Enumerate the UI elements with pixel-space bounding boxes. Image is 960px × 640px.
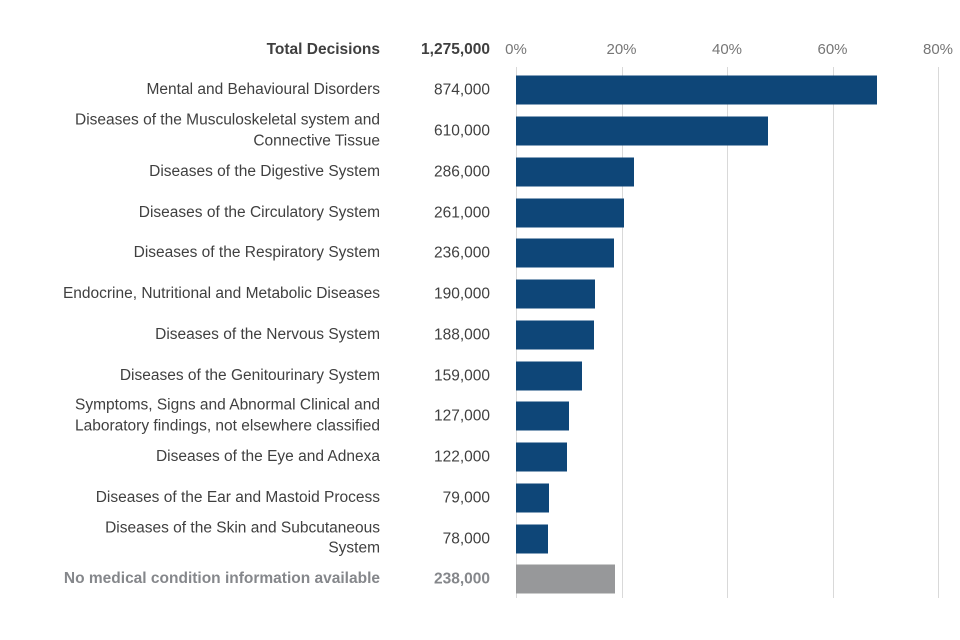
chart-row: Diseases of the Skin and Subcutaneous Sy… — [0, 518, 960, 559]
row-label: Diseases of the Respiratory System — [133, 244, 380, 262]
bar — [516, 564, 615, 594]
chart-row: Diseases of the Digestive System 286,000 — [0, 152, 960, 193]
chart-row: Diseases of the Circulatory System 261,0… — [0, 192, 960, 233]
row-label: Diseases of the Eye and Adnexa — [155, 447, 380, 465]
row-plot-area — [516, 396, 938, 437]
x-axis-tick: 80% — [922, 41, 954, 58]
row-plot-area — [516, 152, 938, 193]
row-label: Diseases of the Nervous System — [155, 325, 380, 343]
gridline — [621, 67, 623, 598]
row-value: 261,000 — [433, 204, 490, 222]
row-value: 286,000 — [433, 163, 490, 181]
bar — [516, 198, 625, 228]
row-value: 127,000 — [433, 407, 490, 425]
row-plot-area — [516, 70, 938, 111]
row-plot-area — [516, 437, 938, 478]
chart-row: Diseases of the Genitourinary System 159… — [0, 355, 960, 396]
gridline — [727, 67, 728, 598]
row-plot-area — [516, 478, 938, 519]
row-label: No medical condition information availab… — [63, 570, 380, 588]
row-label: Diseases of the Musculoskeletal system a… — [75, 111, 380, 150]
row-plot-area — [516, 111, 938, 152]
bar — [516, 320, 594, 350]
bar — [516, 524, 549, 554]
bar — [516, 442, 567, 472]
row-plot-area — [516, 192, 938, 233]
x-axis: 0% 20% 40% 60% 80% — [505, 0, 953, 60]
row-value: 238,000 — [433, 570, 490, 588]
gridline — [938, 67, 939, 598]
chart-row: Mental and Behavioural Disorders 874,000 — [0, 70, 960, 111]
bar — [516, 75, 878, 105]
row-label: Diseases of the Circulatory System — [138, 203, 380, 221]
chart-row: Diseases of the Ear and Mastoid Process … — [0, 478, 960, 519]
chart-rows: Mental and Behavioural Disorders 874,000… — [0, 70, 960, 600]
row-label: Diseases of the Genitourinary System — [119, 366, 380, 384]
row-value: 610,000 — [433, 122, 490, 140]
gridline — [832, 67, 834, 598]
row-plot-area — [516, 559, 938, 600]
bar — [516, 238, 614, 268]
row-label: Mental and Behavioural Disorders — [146, 81, 380, 99]
row-label: Symptoms, Signs and Abnormal Clinical an… — [74, 396, 380, 435]
chart-row: Diseases of the Respiratory System 236,0… — [0, 233, 960, 274]
row-value: 236,000 — [433, 244, 490, 262]
row-label: Endocrine, Nutritional and Metabolic Dis… — [62, 284, 380, 302]
x-axis-tick: 60% — [817, 41, 848, 58]
row-value: 159,000 — [433, 367, 490, 385]
chart-row: Diseases of the Musculoskeletal system a… — [0, 111, 960, 152]
chart-row: Diseases of the Eye and Adnexa 122,000 — [0, 437, 960, 478]
x-axis-tick: 40% — [711, 41, 743, 58]
row-value: 79,000 — [442, 489, 490, 507]
row-label: Diseases of the Ear and Mastoid Process — [95, 488, 380, 506]
bar — [516, 157, 635, 187]
x-axis-tick: 0% — [505, 41, 527, 58]
row-value: 874,000 — [433, 81, 490, 99]
chart-row: Diseases of the Nervous System 188,000 — [0, 315, 960, 356]
row-label: Diseases of the Digestive System — [149, 162, 380, 180]
bar — [516, 483, 549, 513]
chart-row: No medical condition information availab… — [0, 559, 960, 600]
total-decisions-label: Total Decisions — [266, 41, 380, 58]
row-plot-area — [516, 274, 938, 315]
row-value: 188,000 — [433, 326, 490, 344]
bar — [516, 279, 595, 309]
bar — [516, 361, 582, 391]
bar — [516, 401, 569, 431]
row-label: Diseases of the Skin and Subcutaneous Sy… — [105, 519, 380, 557]
x-axis-tick: 20% — [606, 41, 637, 58]
row-value: 78,000 — [442, 530, 490, 548]
row-plot-area — [516, 355, 938, 396]
row-plot-area — [516, 233, 938, 274]
chart-row: Endocrine, Nutritional and Metabolic Dis… — [0, 274, 960, 315]
row-value: 190,000 — [433, 285, 490, 303]
row-plot-area — [516, 518, 938, 559]
chart-row: Symptoms, Signs and Abnormal Clinical an… — [0, 396, 960, 437]
bar — [516, 116, 769, 146]
row-value: 122,000 — [433, 448, 490, 466]
row-plot-area — [516, 315, 938, 356]
total-decisions-value: 1,275,000 — [421, 41, 490, 58]
